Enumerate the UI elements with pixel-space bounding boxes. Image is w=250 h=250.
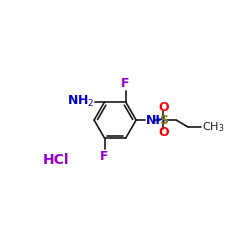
Text: O: O [158,101,169,114]
Text: NH$_2$: NH$_2$ [67,94,94,110]
Text: F: F [100,150,109,163]
Text: F: F [121,77,130,90]
Text: HCl: HCl [42,152,69,166]
Text: O: O [158,126,169,139]
Text: NH: NH [146,114,166,126]
Text: S: S [159,114,168,126]
Text: CH$_3$: CH$_3$ [202,120,224,134]
